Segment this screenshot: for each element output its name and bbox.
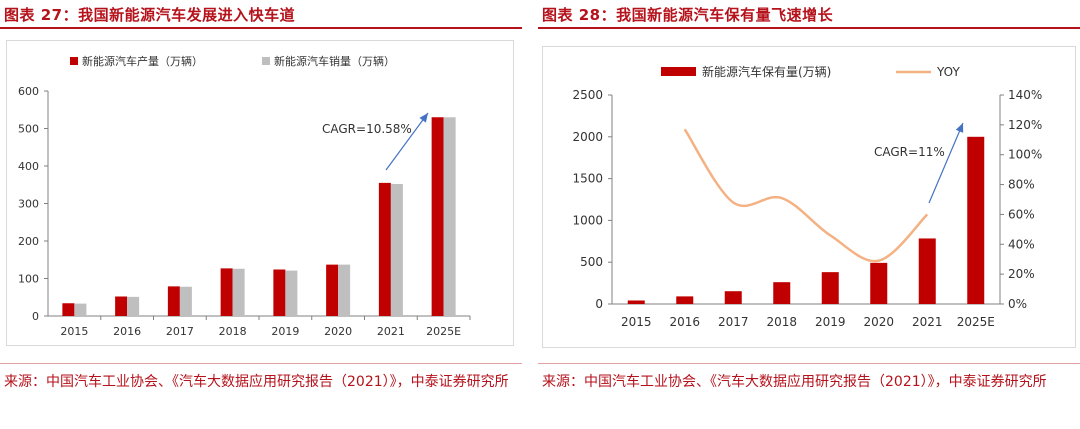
bar-production xyxy=(115,296,128,316)
y-tick-label: 500 xyxy=(18,123,39,136)
legend-label-ownership: 新能源汽车保有量(万辆) xyxy=(702,64,831,79)
bar-ownership xyxy=(870,262,888,304)
x-tick-label: 2017 xyxy=(166,325,194,338)
y-tick-label: 2500 xyxy=(572,88,603,102)
arrow-head xyxy=(419,113,428,123)
x-tick-label: 2020 xyxy=(324,325,352,338)
y-tick-label: 100 xyxy=(18,273,39,286)
x-tick-label: 2020 xyxy=(863,315,894,329)
y2-tick-label: 60% xyxy=(1008,207,1035,221)
x-tick-label: 2016 xyxy=(113,325,141,338)
bar-sales xyxy=(232,268,245,316)
source-note: 来源：中国汽车工业协会、《汽车大数据应用研究报告（2021）》，中泰证券研究所 xyxy=(4,374,509,390)
bar-production xyxy=(378,182,391,316)
y-tick-label: 1000 xyxy=(572,213,603,227)
x-tick-label: 2021 xyxy=(377,325,405,338)
title-divider xyxy=(0,27,522,29)
y-tick-label: 0 xyxy=(595,297,603,311)
y2-tick-label: 0% xyxy=(1008,297,1027,311)
x-tick-label: 2025E xyxy=(426,325,461,338)
x-tick-label: 2025E xyxy=(957,315,995,329)
chart-title: 图表 28：我国新能源汽车保有量飞速增长 xyxy=(542,6,834,24)
y-tick-label: 500 xyxy=(580,255,603,269)
bar-sales xyxy=(338,264,351,316)
y-tick-label: 1500 xyxy=(572,172,603,186)
bar-ownership xyxy=(773,282,791,304)
legend-swatch-ownership xyxy=(661,67,696,76)
bar-sales xyxy=(443,117,456,316)
chart-panel-left: 图表 27：我国新能源汽车发展进入快车道 0 100 200 300 400 500 600… xyxy=(0,0,522,429)
x-tick-label: 2018 xyxy=(219,325,247,338)
y2-tick-label: 140% xyxy=(1008,88,1042,102)
y-tick-label: 200 xyxy=(18,235,39,248)
bar-ownership xyxy=(724,291,742,304)
y-tick-label: 600 xyxy=(18,85,39,98)
x-tick-label: 2019 xyxy=(815,315,846,329)
legend-label-yoy: YOY xyxy=(936,65,960,79)
bar-ownership xyxy=(918,238,936,304)
y2-tick-label: 100% xyxy=(1008,148,1042,162)
y2-tick-label: 120% xyxy=(1008,118,1042,132)
y2-tick-label: 80% xyxy=(1008,178,1035,192)
bar-production xyxy=(62,303,75,316)
y-tick-label: 0 xyxy=(32,310,39,323)
source-note: 来源：中国汽车工业协会、《汽车大数据应用研究报告（2021）》，中泰证券研究所 xyxy=(542,374,1047,390)
cagr-annotation: CAGR=10.58% xyxy=(322,122,412,136)
legend-label-production: 新能源汽车产量（万辆） xyxy=(82,54,203,68)
bar-production xyxy=(167,286,180,316)
bar-sales xyxy=(285,270,298,316)
legend-swatch-production xyxy=(70,57,78,65)
y-tick-label: 300 xyxy=(18,198,39,211)
bar-production xyxy=(431,117,444,316)
chart-frame xyxy=(542,46,1076,348)
y2-tick-label: 40% xyxy=(1008,237,1035,251)
x-tick-label: 2018 xyxy=(766,315,797,329)
bar-ownership xyxy=(821,272,839,304)
y2-tick-label: 20% xyxy=(1008,267,1035,281)
bar-ownership xyxy=(627,300,645,304)
bar-production xyxy=(220,268,233,316)
bar-sales xyxy=(127,296,140,316)
bar-sales xyxy=(179,286,192,316)
bar-production xyxy=(273,269,286,316)
legend-label-sales: 新能源汽车销量（万辆） xyxy=(274,54,395,68)
bar-ownership xyxy=(676,296,694,304)
cagr-arrow xyxy=(385,112,429,171)
yoy-line xyxy=(683,128,929,263)
bar-ownership xyxy=(967,136,985,304)
legend-swatch-sales xyxy=(262,57,270,65)
x-tick-label: 2021 xyxy=(912,315,943,329)
source-divider xyxy=(0,363,522,364)
cagr-annotation: CAGR=11% xyxy=(874,145,945,159)
source-divider xyxy=(538,363,1080,364)
chart-frame xyxy=(6,40,514,346)
bar-chart-production-sales: 0 100 200 300 400 500 600 2015 2016 2017 2018 2019 2… xyxy=(18,54,471,338)
chart-title: 图表 27：我国新能源汽车发展进入快车道 xyxy=(4,6,296,24)
chart-panel-right: 图表 28：我国新能源汽车保有量飞速增长 0 500 1000 1500 2000 250… xyxy=(538,0,1080,429)
bar-line-chart-ownership: 0 500 1000 1500 2000 2500 0% 20% 40% 60% 80% 100% 12… xyxy=(572,64,1042,329)
bar-sales xyxy=(74,303,87,316)
y-tick-label: 400 xyxy=(18,160,39,173)
bar-production xyxy=(326,264,339,316)
x-tick-label: 2019 xyxy=(271,325,299,338)
x-tick-label: 2015 xyxy=(60,325,88,338)
arrow-head xyxy=(955,123,964,133)
x-tick-label: 2016 xyxy=(669,315,700,329)
x-tick-label: 2017 xyxy=(718,315,749,329)
y-tick-label: 2000 xyxy=(572,130,603,144)
x-tick-label: 2015 xyxy=(621,315,652,329)
bar-sales xyxy=(390,184,403,316)
cagr-arrow xyxy=(928,122,964,204)
title-divider xyxy=(538,27,1080,29)
